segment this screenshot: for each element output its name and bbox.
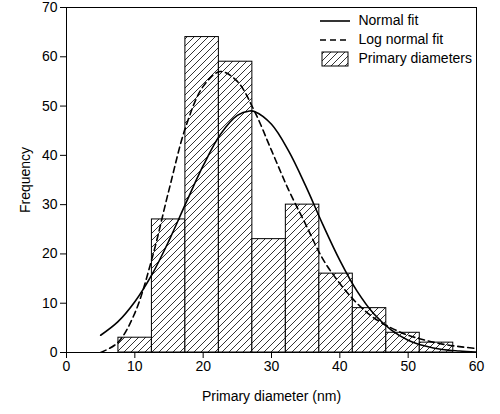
svg-text:10: 10 (127, 358, 143, 374)
html-text:Normal fit: Normal fit (358, 12, 419, 28)
svg-text:30: 30 (42, 196, 58, 212)
svg-text:0: 0 (63, 358, 71, 374)
svg-text:50: 50 (42, 98, 58, 114)
svg-text:Frequency: Frequency (17, 147, 33, 213)
svg-text:20: 20 (195, 358, 211, 374)
svg-text:70: 70 (42, 0, 58, 15)
svg-text:30: 30 (264, 358, 280, 374)
svg-text:10: 10 (42, 295, 58, 311)
svg-text:20: 20 (42, 245, 58, 261)
svg-text:50: 50 (400, 358, 416, 374)
svg-text:Primary diameter (nm): Primary diameter (nm) (202, 388, 341, 404)
html-text:Log normal fit: Log normal fit (358, 31, 444, 47)
svg-text:40: 40 (332, 358, 348, 374)
svg-text:0: 0 (50, 344, 58, 360)
svg-text:60: 60 (42, 48, 58, 64)
svg-text:40: 40 (42, 147, 58, 163)
svg-text:60: 60 (469, 358, 485, 374)
html-text:Primary diameters: Primary diameters (358, 50, 472, 66)
